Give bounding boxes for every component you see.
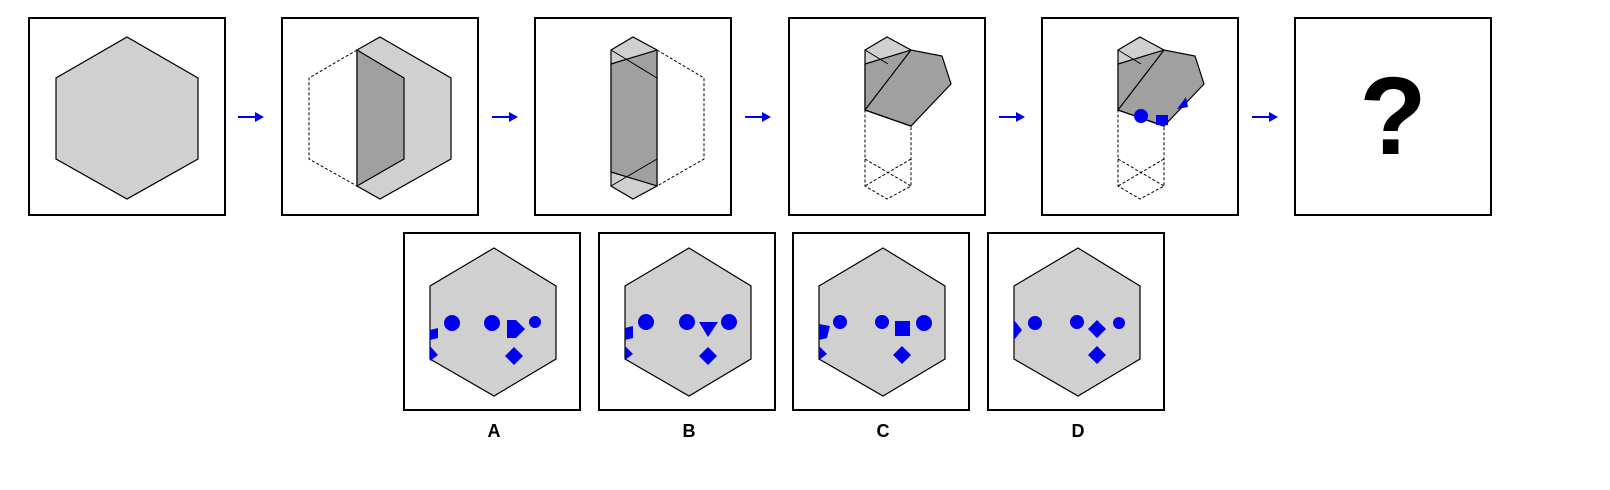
arrow-icon: [237, 110, 265, 129]
circle-mark: [638, 314, 654, 330]
triangle-mark: [430, 328, 438, 340]
question-panel: ?: [1294, 17, 1492, 216]
triangle-mark: [430, 346, 438, 361]
circle-mark: [484, 315, 500, 331]
triangle-mark: [1177, 97, 1188, 109]
step-2-panel: [281, 17, 479, 216]
diamond-mark: [893, 346, 911, 364]
option-d-panel[interactable]: D: [987, 232, 1165, 441]
arrow-icon: [998, 110, 1026, 129]
fold-step-3: [610, 36, 705, 200]
option-b-hexagon: [624, 247, 752, 397]
option-b-panel[interactable]: B: [598, 232, 776, 441]
option-d-label: D: [1071, 421, 1085, 441]
fold-step-5-punched: [1117, 36, 1205, 200]
hexagon-paper: [55, 36, 199, 200]
diamond-mark: [505, 347, 523, 365]
option-a-hexagon: [429, 247, 557, 397]
triangle-mark: [625, 326, 633, 340]
option-b-label: B: [682, 421, 696, 441]
option-c-hexagon: [818, 247, 946, 397]
triangle-mark: [819, 324, 830, 340]
triangle-mark: [625, 346, 633, 360]
fold-step-2: [308, 36, 452, 200]
option-d-hexagon: [1013, 247, 1141, 397]
circle-mark: [833, 315, 847, 329]
arrow-icon: [744, 110, 772, 129]
circle-mark: [916, 315, 932, 331]
arrow-icon: [491, 110, 519, 129]
arrow-icon: [1251, 110, 1279, 129]
diamond-mark: [1088, 346, 1106, 364]
triangle-mark: [699, 322, 718, 337]
triangle-mark: [819, 346, 827, 360]
step-1-panel: [28, 17, 226, 216]
step-3-panel: [534, 17, 732, 216]
option-a-label: A: [487, 421, 501, 441]
option-c-label: C: [876, 421, 890, 441]
circle-mark: [875, 315, 889, 329]
circle-mark: [721, 314, 737, 330]
circle-mark: [1134, 109, 1148, 123]
question-mark: ?: [1359, 54, 1427, 178]
circle-mark: [1070, 315, 1084, 329]
circle-mark: [444, 315, 460, 331]
step-5-panel: [1041, 17, 1239, 216]
triangle-mark: [1014, 320, 1022, 340]
circle-mark: [1113, 317, 1125, 329]
circle-mark: [679, 314, 695, 330]
circle-mark: [529, 316, 541, 328]
step-4-panel: [788, 17, 986, 216]
triangle-mark: [507, 320, 525, 338]
fold-step-4: [864, 36, 952, 200]
square-mark: [1156, 115, 1168, 125]
diamond-mark: [699, 347, 717, 365]
circle-mark: [1028, 316, 1042, 330]
diamond-mark: [1088, 320, 1106, 338]
option-c-panel[interactable]: C: [792, 232, 970, 441]
square-mark: [895, 321, 910, 336]
option-a-panel[interactable]: A: [403, 232, 581, 441]
